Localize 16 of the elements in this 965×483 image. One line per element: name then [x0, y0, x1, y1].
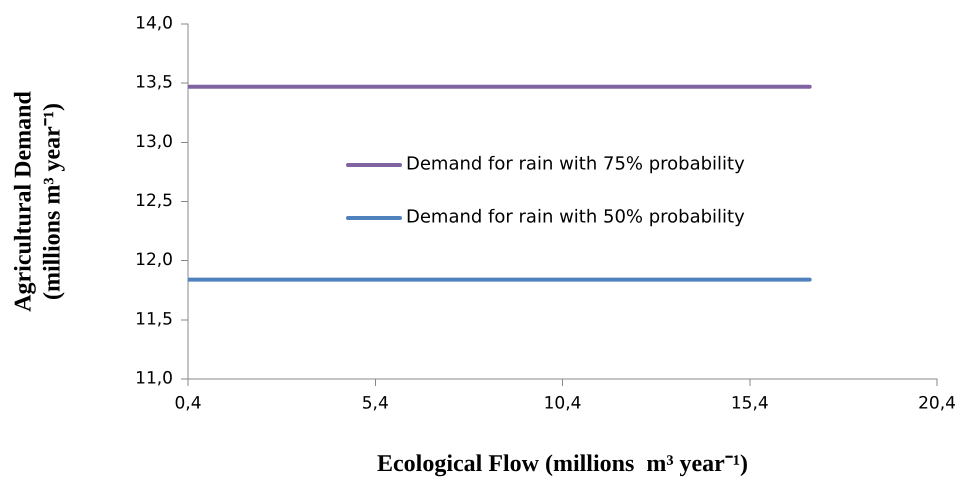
x-tick-label: 10,4: [544, 394, 582, 414]
y-tick-label: 11,0: [135, 368, 173, 388]
x-tick-label: 20,4: [918, 394, 956, 414]
y-tick-label: 11,5: [135, 309, 173, 330]
y-tick-label: 13,5: [135, 72, 173, 93]
y-tick-label: 14,0: [135, 13, 173, 34]
y-tick-label: 12,0: [135, 250, 173, 270]
y-tick-label: 13,0: [135, 132, 173, 152]
y-tick-label: 12,5: [135, 190, 173, 211]
legend-label: Demand for rain with 75% probability: [406, 154, 746, 175]
legend-label: Demand for rain with 50% probability: [406, 206, 746, 228]
x-tick-label: 5,4: [362, 394, 389, 414]
x-tick-label: 15,4: [730, 394, 769, 414]
y-axis-title: Agricultural Demand (millions m³ year⁻¹): [10, 90, 66, 312]
x-tick-label: 0,4: [174, 394, 202, 414]
x-axis-title: Ecological Flow (millions m³ year⁻¹): [377, 450, 748, 477]
